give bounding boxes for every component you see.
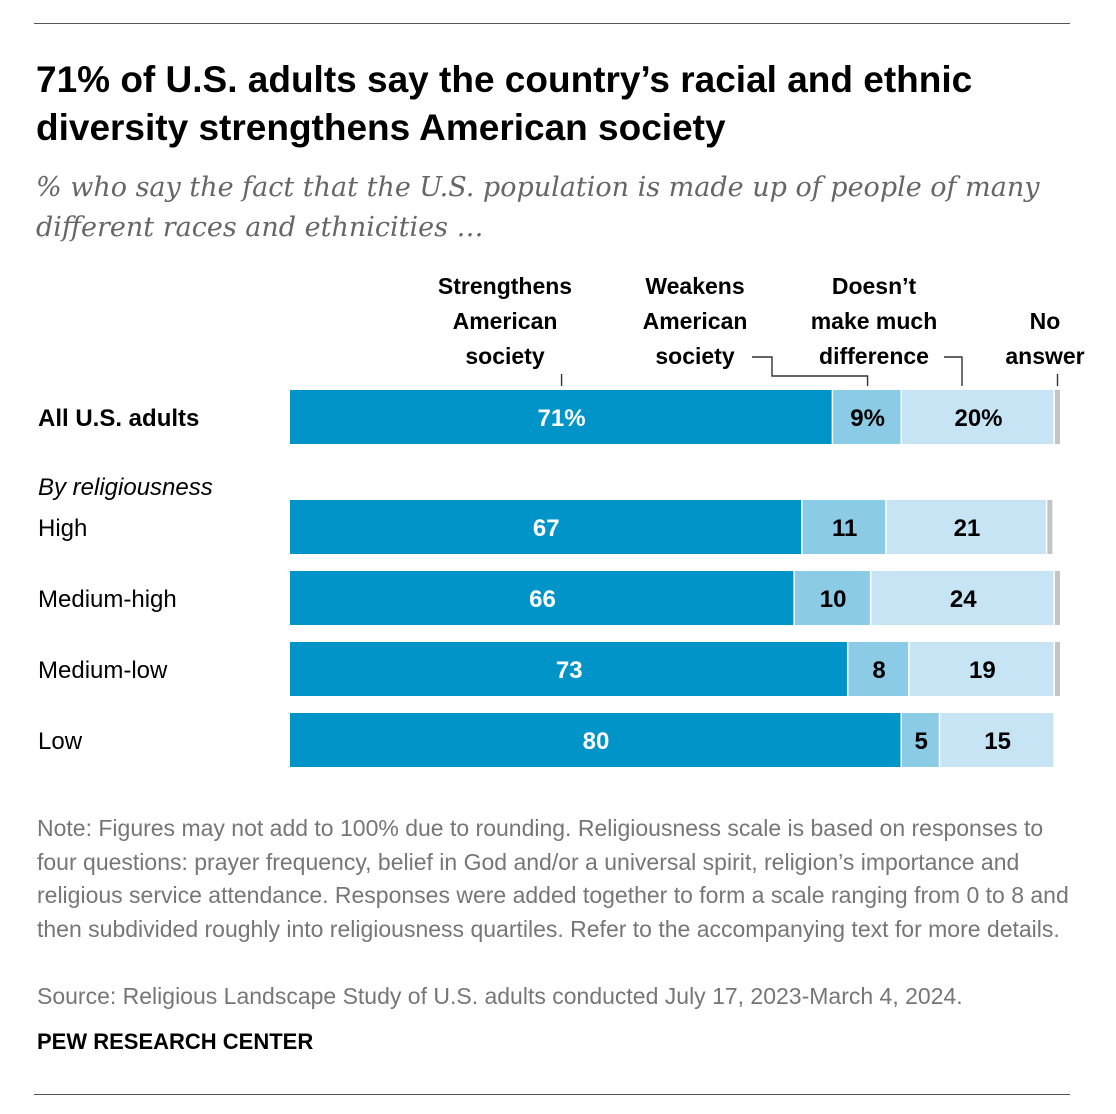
data-label: 21 xyxy=(954,515,981,542)
bar-segment xyxy=(940,713,1054,767)
category-label: Medium-high xyxy=(38,586,177,613)
bar-segment xyxy=(886,500,1046,554)
bar-row: High 67 11 21 xyxy=(38,500,1053,554)
bar-segment xyxy=(848,642,909,696)
bar-segment xyxy=(909,642,1054,696)
series-header-line: answer xyxy=(1005,343,1084,369)
bar-segment xyxy=(290,642,847,696)
series-header-line: society xyxy=(655,343,734,369)
bar-segment xyxy=(290,571,794,625)
bar-row: All U.S. adults 71% 9% 20% xyxy=(38,390,1060,444)
bar-segment-no-answer xyxy=(1047,500,1053,554)
bar-rows: All U.S. adults 71% 9% 20% High 67 11 21 Medium-… xyxy=(38,390,1060,767)
bar-segment xyxy=(290,500,802,554)
bar-segment xyxy=(802,500,886,554)
data-label: 80 xyxy=(583,728,610,755)
chart-source: Source: Religious Landscape Study of U.S… xyxy=(37,983,963,1009)
data-label: 9% xyxy=(850,405,885,432)
series-header-line: make much xyxy=(811,308,938,334)
bar-segment xyxy=(833,390,901,444)
series-header-line: Weakens xyxy=(645,273,744,299)
data-label: 24 xyxy=(950,586,977,613)
chart-subtitle: % who say the fact that the U.S. populat… xyxy=(36,172,1040,243)
data-label: 5 xyxy=(914,728,927,755)
bar-row: Medium-high 66 10 24 xyxy=(38,571,1060,625)
leader-line xyxy=(752,356,869,386)
bar-segment xyxy=(902,713,939,767)
series-header-line: No xyxy=(1030,308,1061,334)
data-label: 20% xyxy=(954,405,1002,432)
category-label: Medium-low xyxy=(38,657,168,684)
bar-segment xyxy=(290,390,832,444)
category-label: All U.S. adults xyxy=(38,405,199,432)
header-leader-lines xyxy=(560,356,1059,386)
pew-research-credit: PEW RESEARCH CENTER xyxy=(37,1029,314,1054)
series-header-line: Strengthens xyxy=(438,273,572,299)
bar-row: Low 80 5 15 xyxy=(38,713,1054,767)
series-header-line: American xyxy=(643,308,748,334)
series-headers: Strengthens American society Weakens America… xyxy=(438,273,1085,369)
stacked-bar-chart: Strengthens American society Weakens America… xyxy=(38,273,1085,767)
chart-title: 71% of U.S. adults say the country’s rac… xyxy=(36,59,973,148)
data-label: 67 xyxy=(533,515,560,542)
data-label: 11 xyxy=(832,515,857,542)
series-header-line: American xyxy=(453,308,558,334)
leader-line xyxy=(944,356,963,386)
top-rule xyxy=(34,23,1070,24)
category-label: Low xyxy=(38,728,83,755)
bar-segment xyxy=(290,713,901,767)
data-label: 71% xyxy=(538,405,586,432)
data-label: 10 xyxy=(820,586,847,613)
bar-segment xyxy=(902,390,1054,444)
data-label: 66 xyxy=(529,586,556,613)
bar-segment xyxy=(871,571,1054,625)
data-label: 19 xyxy=(969,657,996,684)
data-label: 15 xyxy=(984,728,1011,755)
bar-segment-no-answer xyxy=(1055,390,1060,444)
data-label: 8 xyxy=(872,657,885,684)
bar-segment-no-answer xyxy=(1055,571,1060,625)
bar-row: Medium-low 73 8 19 xyxy=(38,642,1060,696)
chart-note: Note: Figures may not add to 100% due to… xyxy=(37,815,1069,942)
series-header-line: Doesn’t xyxy=(832,273,917,299)
series-header-line: difference xyxy=(819,343,929,369)
series-header-line: society xyxy=(465,343,544,369)
category-label: High xyxy=(38,515,87,542)
bottom-rule xyxy=(34,1094,1070,1095)
bar-segment xyxy=(794,571,870,625)
bar-segment-no-answer xyxy=(1055,642,1060,696)
data-label: 73 xyxy=(556,657,583,684)
group-label: By religiousness xyxy=(38,474,213,501)
